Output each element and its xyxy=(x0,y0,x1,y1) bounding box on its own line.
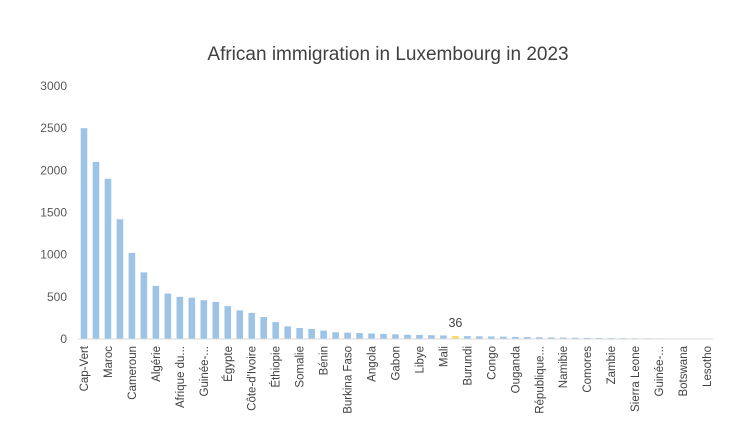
x-axis: Cap-Vert Maroc Cameroun Algérie Afrique du..… xyxy=(79,345,714,414)
x-tick-label: Somalie xyxy=(295,346,307,388)
y-axis: 0 500 1000 1500 2000 2500 3000 xyxy=(40,79,67,346)
data-labels: 36 xyxy=(448,316,462,330)
bar xyxy=(177,297,184,339)
bar xyxy=(165,293,172,339)
x-tick-label: République... xyxy=(534,346,546,414)
y-tick-label: 1500 xyxy=(40,206,67,220)
x-tick-label: Sierra Leone xyxy=(630,346,642,412)
bar xyxy=(320,331,327,339)
bar xyxy=(189,298,196,339)
bars xyxy=(81,128,711,339)
x-tick-label: Éthiopie xyxy=(270,346,283,388)
bar xyxy=(153,286,160,339)
bar xyxy=(296,328,303,339)
y-tick-label: 500 xyxy=(47,290,67,304)
x-tick-label: Côte-d'Ivoire xyxy=(247,346,259,411)
y-tick-label: 0 xyxy=(60,332,67,346)
bar xyxy=(392,334,399,339)
x-tick-label: Mali xyxy=(438,346,450,367)
x-tick-label: Congo xyxy=(486,346,498,380)
x-tick-label: Afrique du... xyxy=(175,346,187,408)
bar xyxy=(404,335,411,339)
bar xyxy=(141,272,148,339)
bar xyxy=(368,334,375,339)
x-tick-label: Ouganda xyxy=(510,345,522,393)
x-tick-label: Maroc xyxy=(103,346,115,378)
bar xyxy=(284,326,291,339)
bar xyxy=(93,162,100,339)
bar xyxy=(248,313,255,339)
bar xyxy=(212,302,219,339)
x-tick-label: Burundi xyxy=(462,346,474,386)
y-tick-label: 3000 xyxy=(40,79,67,93)
x-tick-label: Guinée-... xyxy=(654,346,666,397)
bar xyxy=(129,253,136,339)
x-tick-label: Burkina Faso xyxy=(343,346,355,414)
x-tick-label: Algérie xyxy=(151,346,163,382)
x-tick-label: Gabon xyxy=(391,346,403,381)
bar xyxy=(105,179,112,339)
x-tick-label: Namibie xyxy=(558,346,570,388)
x-tick-label: Cap-Vert xyxy=(79,345,91,391)
data-label: 36 xyxy=(448,316,462,330)
x-tick-label: Botswana xyxy=(678,345,690,396)
y-tick-label: 2500 xyxy=(40,121,67,135)
bar xyxy=(308,329,315,339)
bar xyxy=(440,335,447,339)
bar xyxy=(260,317,267,339)
y-tick-label: 1000 xyxy=(40,248,67,262)
bar xyxy=(416,335,423,339)
bar xyxy=(201,300,208,339)
chart-title: African immigration in Luxembourg in 202… xyxy=(207,44,568,65)
bar xyxy=(344,333,351,339)
bar xyxy=(332,332,339,339)
bar xyxy=(272,322,279,339)
x-tick-label: Angola xyxy=(367,345,379,381)
bar xyxy=(117,219,124,339)
x-tick-label: Bénin xyxy=(319,346,331,375)
x-tick-label: Comores xyxy=(582,346,594,393)
x-tick-label: Guinée-... xyxy=(199,346,211,397)
bar xyxy=(81,128,88,339)
bar xyxy=(236,310,243,339)
x-tick-label: Cameroun xyxy=(127,346,139,400)
bar xyxy=(356,333,363,339)
bar xyxy=(428,335,435,339)
x-tick-label: Zambie xyxy=(606,346,618,384)
bar xyxy=(224,306,231,339)
x-tick-label: Égypte xyxy=(222,346,235,382)
x-tick-label: Lesotho xyxy=(702,346,714,387)
bar xyxy=(380,334,387,339)
y-tick-label: 2000 xyxy=(40,163,67,177)
x-tick-label: Libye xyxy=(414,346,426,374)
